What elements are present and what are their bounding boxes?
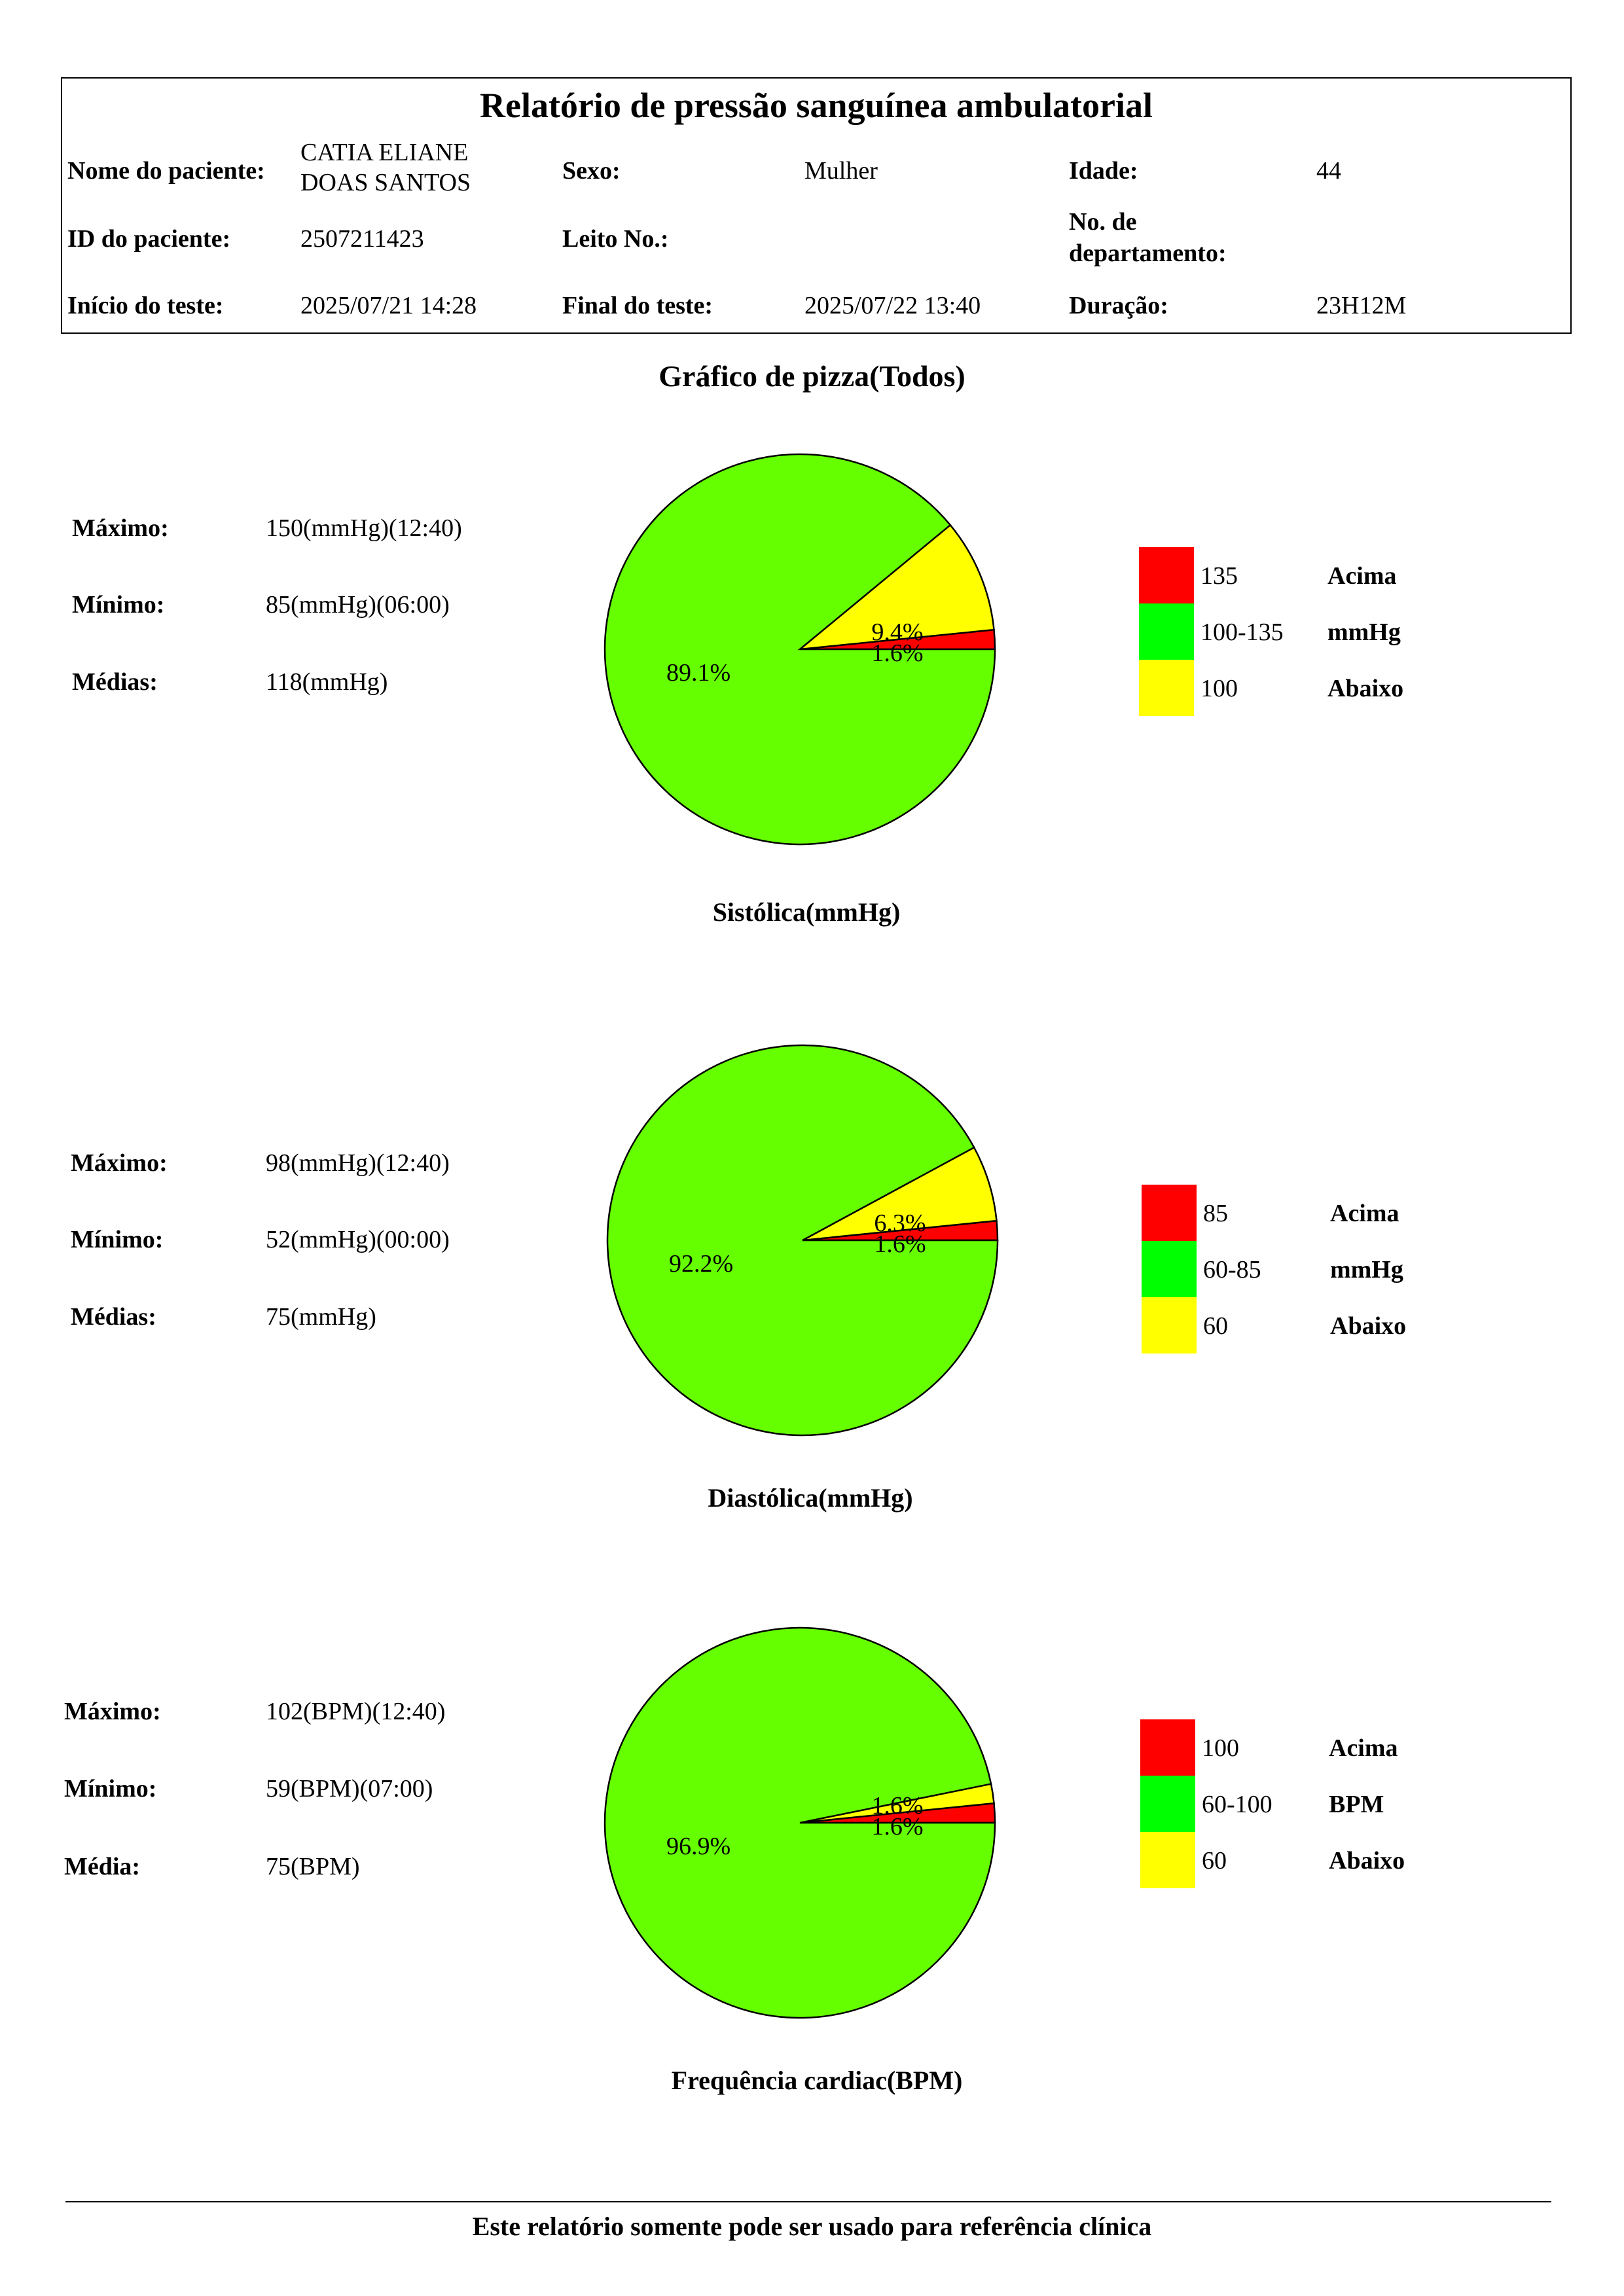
age-label: Idade:: [1069, 157, 1138, 185]
legend-tag-above: Acima: [1329, 1734, 1398, 1762]
legend-tag-normal: mmHg: [1330, 1256, 1403, 1283]
legend-heart-rate: 100 Acima 60-100 BPM 60 Abaixo: [1140, 1719, 1441, 1896]
dept-label-line2: departamento:: [1069, 240, 1227, 267]
legend-range-normal: 60-85: [1203, 1256, 1261, 1283]
stat-avg-value: 118(mmHg): [266, 668, 388, 696]
duration-label: Duração:: [1069, 292, 1168, 319]
pie-slice-below: [802, 1146, 998, 1242]
end-label: Final do teste:: [562, 292, 713, 319]
stat-min-value: 85(mmHg)(06:00): [266, 591, 450, 619]
stat-min-label: Mínimo:: [64, 1775, 157, 1803]
dept-label-line1: No. de: [1069, 208, 1137, 236]
end-value: 2025/07/22 13:40: [804, 292, 981, 319]
stat-min-label: Mínimo:: [72, 591, 165, 619]
duration-value: 23H12M: [1316, 292, 1407, 319]
legend-range-above: 135: [1200, 562, 1238, 590]
patient-name-line1: CATIA ELIANE: [300, 139, 469, 166]
stat-avg-value: 75(mmHg): [266, 1303, 376, 1331]
footer-note: Este relatório somente pode ser usado pa…: [472, 2212, 1152, 2241]
bed-label: Leito No.:: [562, 225, 669, 253]
stat-avg-value: 75(BPM): [266, 1853, 360, 1880]
legend-swatch-above: [1139, 547, 1194, 603]
legend-range-normal: 100-135: [1200, 619, 1284, 646]
legend-swatch-below: [1140, 1832, 1195, 1888]
stat-max-value: 102(BPM)(12:40): [266, 1698, 446, 1725]
start-value: 2025/07/21 14:28: [300, 292, 477, 319]
legend-range-above: 100: [1202, 1734, 1239, 1762]
stat-max-label: Máximo:: [71, 1149, 168, 1177]
legend-swatch-above: [1140, 1719, 1195, 1776]
pie-slice-normal: [606, 1044, 999, 1437]
legend-range-above: 85: [1203, 1200, 1228, 1227]
report-header: Relatório de pressão sanguínea ambulator…: [61, 77, 1572, 334]
pie-label-below: 6.3%: [874, 1210, 926, 1237]
stat-max-label: Máximo:: [64, 1698, 161, 1725]
stat-max-label: Máximo:: [72, 514, 169, 542]
legend-swatch-below: [1142, 1297, 1197, 1354]
pie-label-above: 1.6%: [874, 1230, 926, 1258]
pie-label-normal: 89.1%: [666, 659, 731, 687]
pie-caption-diastolic: Diastólica(mmHg): [708, 1483, 913, 1513]
pie-slice-below: [797, 524, 995, 651]
patient-id-value: 2507211423: [300, 225, 424, 253]
stat-avg-label: Médias:: [71, 1303, 156, 1331]
pie-label-above: 1.6%: [871, 639, 923, 667]
legend-range-below: 60: [1202, 1847, 1227, 1874]
legend-swatch-normal: [1142, 1241, 1197, 1297]
start-label: Início do teste:: [67, 292, 224, 319]
report-title: Relatório de pressão sanguínea ambulator…: [479, 86, 1153, 125]
legend-tag-below: Abaixo: [1329, 1847, 1405, 1874]
legend-swatch-below: [1139, 660, 1194, 716]
footer-divider: [65, 2201, 1551, 2202]
stat-avg-label: Médias:: [72, 668, 158, 696]
legend-tag-above: Acima: [1327, 562, 1397, 590]
legend-swatch-normal: [1140, 1776, 1195, 1832]
pie-caption-heart-rate: Frequência cardiac(BPM): [671, 2066, 963, 2095]
pie-slice-normal: [604, 1626, 996, 2019]
patient-name-line2: DOAS SANTOS: [300, 169, 471, 196]
legend-tag-above: Acima: [1330, 1200, 1399, 1227]
legend-swatch-above: [1142, 1185, 1197, 1241]
legend-range-normal: 60-100: [1202, 1791, 1272, 1818]
legend-swatch-normal: [1139, 603, 1194, 660]
legend-tag-normal: mmHg: [1327, 619, 1401, 646]
stat-min-value: 59(BPM)(07:00): [266, 1775, 433, 1803]
age-value: 44: [1316, 157, 1341, 185]
stat-min-label: Mínimo:: [71, 1226, 164, 1253]
pie-label-above: 1.6%: [871, 1813, 923, 1840]
pie-caption-systolic: Sistólica(mmHg): [712, 897, 901, 927]
pie-label-below: 9.4%: [871, 619, 923, 646]
legend-tag-normal: BPM: [1329, 1791, 1384, 1818]
stat-avg-label: Média:: [64, 1853, 141, 1880]
legend-diastolic: 85 Acima 60-85 mmHg 60 Abaixo: [1142, 1185, 1443, 1361]
stat-max-value: 150(mmHg)(12:40): [266, 514, 462, 542]
legend-tag-below: Abaixo: [1330, 1312, 1407, 1340]
section-title: Gráfico de pizza(Todos): [659, 359, 965, 393]
sex-value: Mulher: [804, 157, 878, 185]
pie-slice-normal: [604, 453, 996, 846]
legend-range-below: 60: [1203, 1312, 1228, 1340]
patient-id-label: ID do paciente:: [67, 225, 231, 253]
sex-label: Sexo:: [562, 157, 621, 185]
stat-max-value: 98(mmHg)(12:40): [266, 1149, 450, 1177]
pie-label-below: 1.6%: [871, 1792, 923, 1820]
legend-systolic: 135 Acima 100-135 mmHg 100 Abaixo: [1139, 547, 1440, 724]
stat-min-value: 52(mmHg)(00:00): [266, 1226, 450, 1253]
legend-range-below: 100: [1200, 675, 1238, 702]
pie-label-normal: 92.2%: [669, 1250, 733, 1278]
legend-tag-below: Abaixo: [1327, 675, 1404, 702]
patient-name-label: Nome do paciente:: [67, 157, 265, 185]
pie-label-normal: 96.9%: [666, 1833, 731, 1860]
